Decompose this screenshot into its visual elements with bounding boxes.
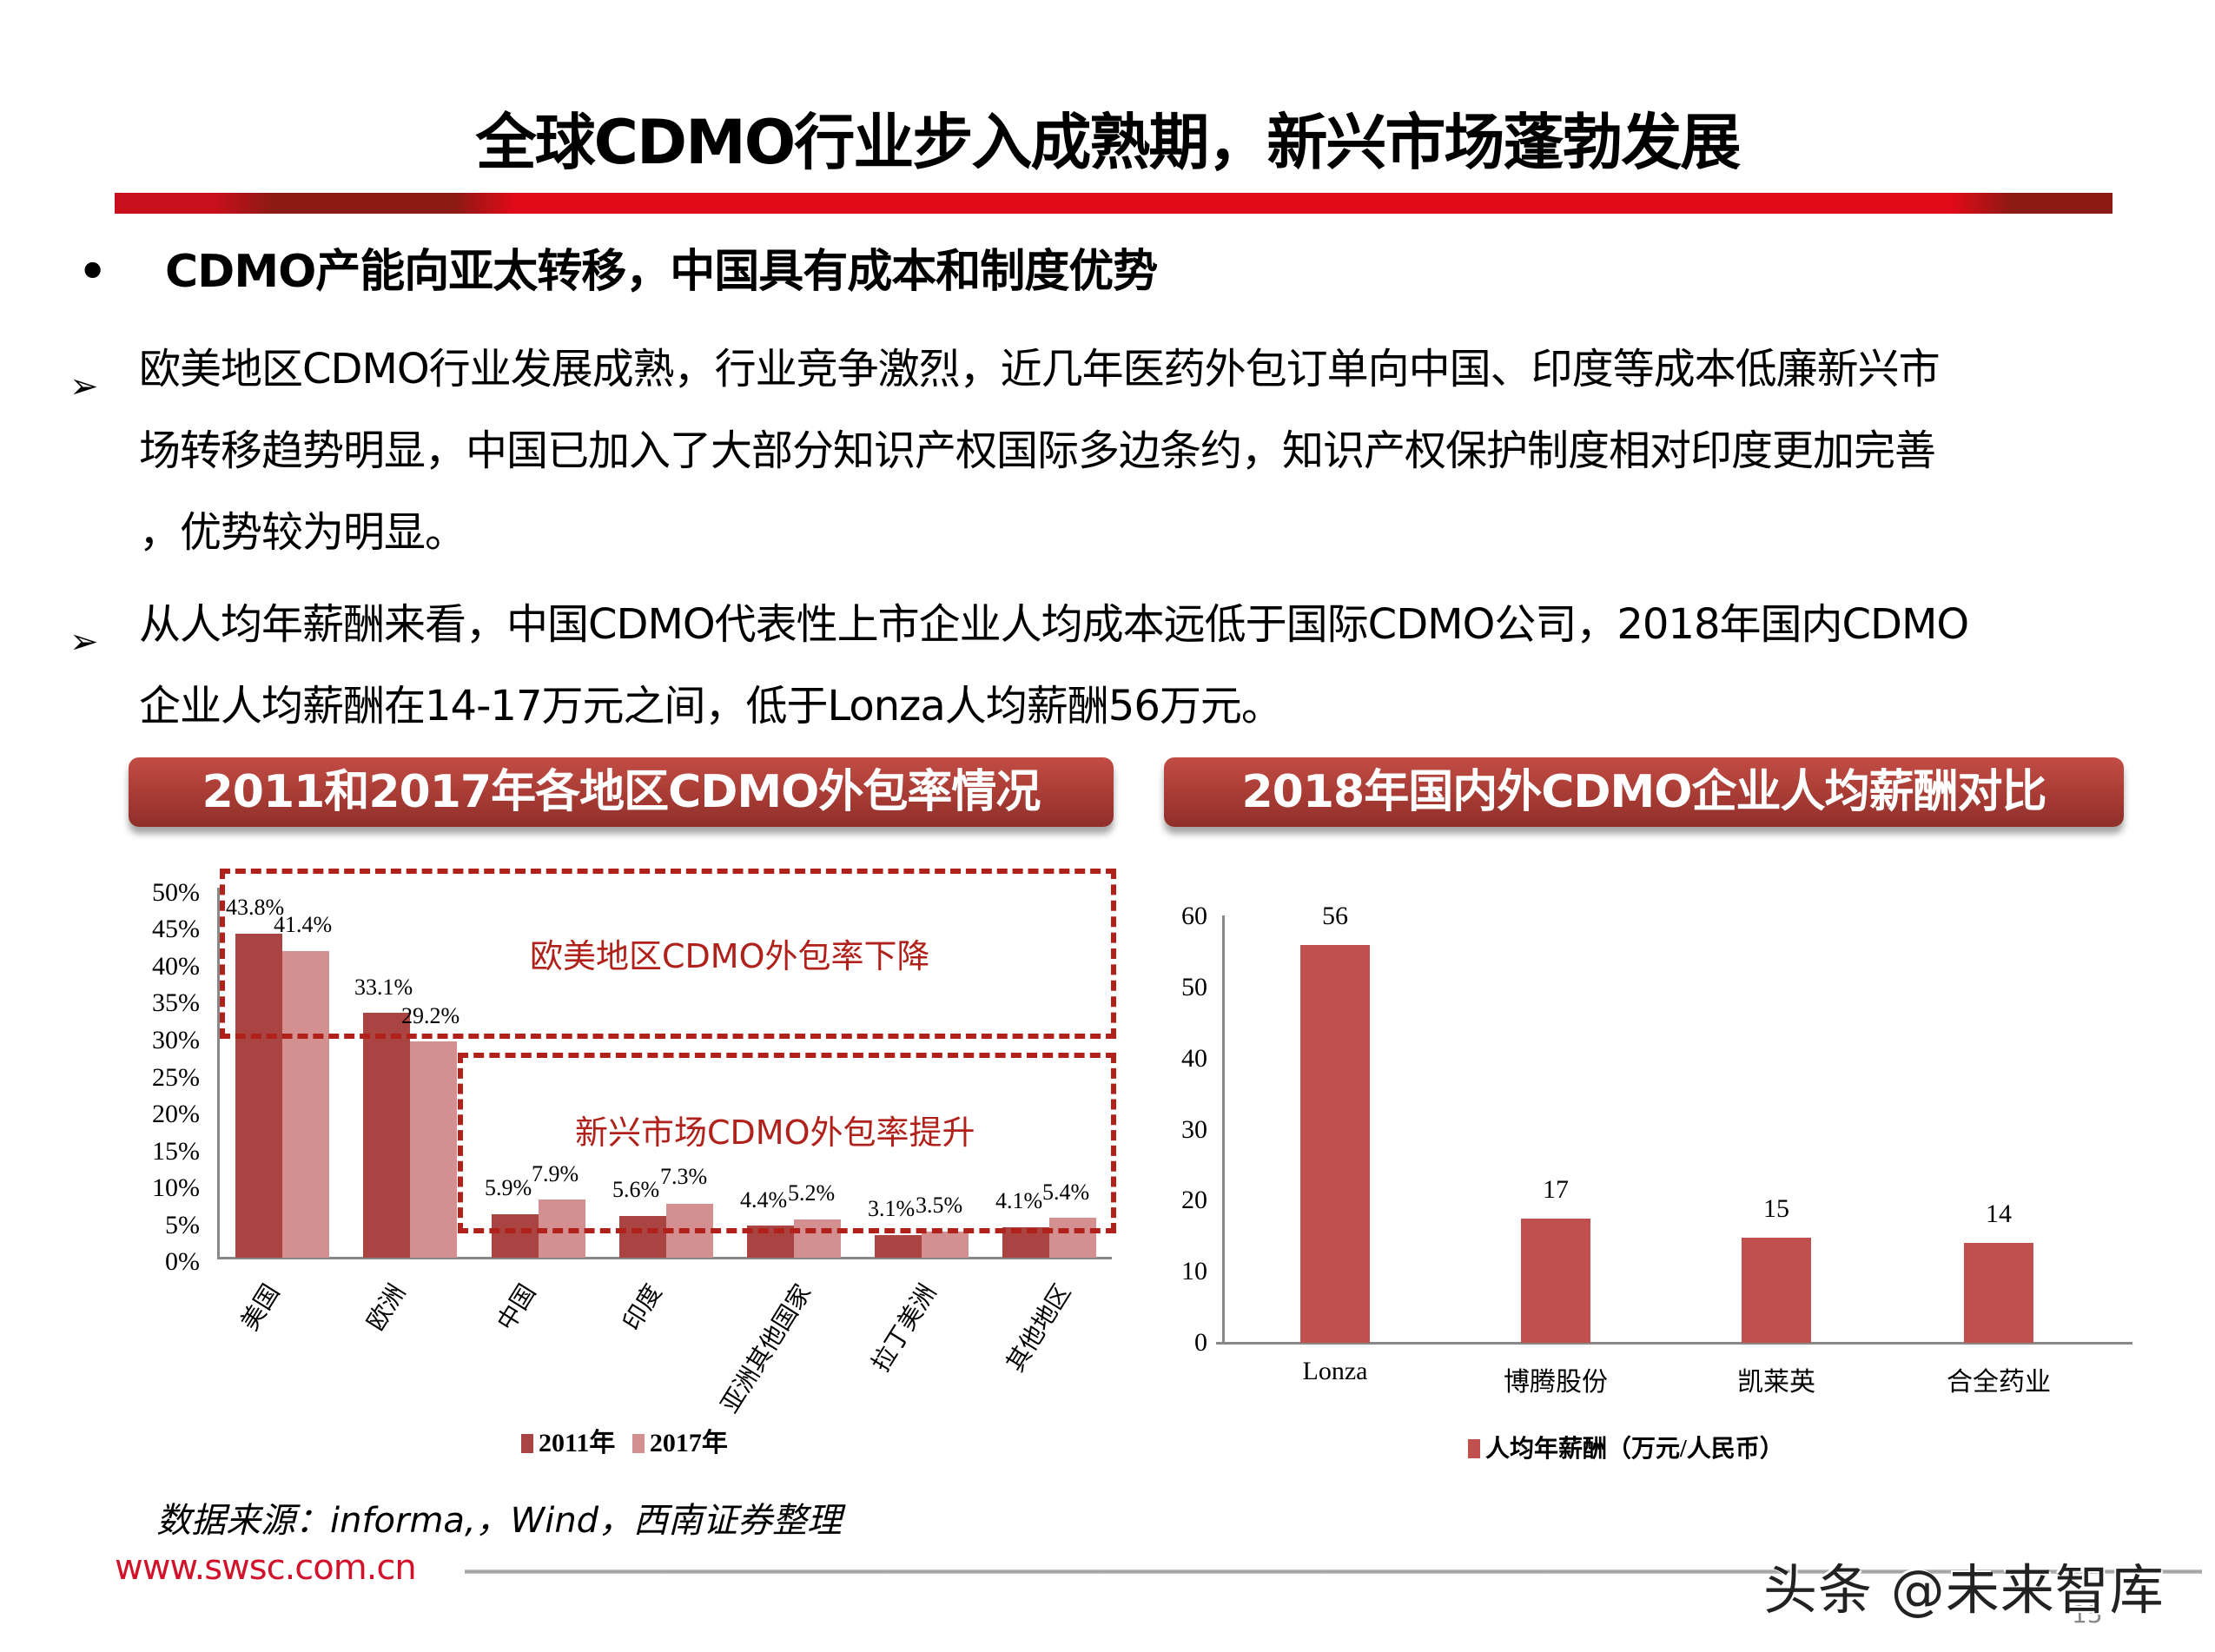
left-chart: 50% 45% 40% 35% 30% 25% 20% 15% 10% 5% 0…	[0, 0, 1129, 1477]
y-tick: 50	[1181, 973, 1207, 1001]
paragraph-line: ，优势较为明显。	[139, 508, 466, 557]
bar-2017-latin-america	[922, 1232, 969, 1258]
left-chart-legend: 2011年 2017年	[521, 1421, 728, 1459]
y-tick: 30	[1181, 1115, 1207, 1144]
left-chart-header: 2011和2017年各地区CDMO外包率情况	[129, 757, 1114, 827]
legend-swatch-salary	[1468, 1439, 1480, 1458]
bar-porton	[1521, 1219, 1590, 1343]
right-chart-legend: 人均年薪酬（万元/人民币）	[1468, 1430, 1784, 1464]
y-tick: 45%	[152, 915, 200, 943]
bar-lonza	[1300, 945, 1370, 1343]
y-tick: 35%	[152, 988, 200, 1017]
bar-2017-usa	[282, 951, 329, 1258]
data-source-note: 数据来源：informa,，Wind，西南证券整理	[156, 1501, 843, 1541]
paragraph-1: ➢ 欧美地区CDMO行业发展成熟，行业竞争激烈，近几年医药外包订单向中国、印度等…	[69, 328, 2137, 573]
y-tick: 15%	[152, 1137, 200, 1166]
website-link[interactable]: www.swsc.com.cn	[115, 1548, 417, 1588]
y-tick: 10	[1181, 1257, 1207, 1285]
bar-2011-europe	[363, 1013, 410, 1258]
x-label: 印度	[617, 1279, 668, 1336]
x-label: 博腾股份	[1504, 1367, 1608, 1398]
bar-wuxi-sta	[1964, 1243, 2033, 1343]
legend-item-2011: 2011年	[521, 1429, 615, 1457]
bar-2017-other-asia	[794, 1219, 841, 1258]
x-label: 凯莱英	[1737, 1367, 1815, 1398]
annotation-developed-decline: 欧美地区CDMO外包率下降	[530, 937, 930, 975]
data-label: 5.4%	[1042, 1180, 1090, 1205]
y-tick: 10%	[152, 1173, 200, 1202]
x-label: 其他地区	[1000, 1279, 1077, 1378]
bar-2017-europe	[410, 1041, 457, 1258]
data-label: 56	[1322, 902, 1348, 930]
x-label: 欧洲	[360, 1279, 412, 1336]
x-axis	[217, 1257, 1112, 1259]
bar-2011-latin-america	[875, 1235, 922, 1258]
bar-asymchem	[1742, 1238, 1811, 1343]
y-tick: 50%	[152, 878, 200, 907]
legend-swatch-2011	[521, 1434, 533, 1453]
y-tick: 5%	[165, 1211, 200, 1239]
watermark-text: 头条 @未来智库	[1763, 1558, 2165, 1622]
data-label: 33.1%	[354, 975, 413, 1000]
data-label: 15	[1763, 1194, 1789, 1223]
data-label: 43.8%	[226, 895, 285, 920]
bar-2011-usa	[235, 934, 282, 1258]
x-axis	[1216, 1342, 2132, 1345]
paragraph-line: 从人均年薪酬来看，中国CDMO代表性上市企业人均成本远低于国际CDMO公司，20…	[139, 600, 1969, 649]
x-label: 中国	[491, 1279, 542, 1336]
data-label: 4.4%	[740, 1187, 788, 1213]
data-label: 3.1%	[868, 1196, 916, 1221]
page-title: 全球CDMO行业步入成熟期，新兴市场蓬勃发展	[475, 107, 1742, 178]
paragraph-line: 企业人均薪酬在14-17万元之间，低于Lonza人均薪酬56万元。	[139, 682, 1283, 730]
data-label: 5.2%	[788, 1180, 836, 1206]
y-tick: 20	[1181, 1186, 1207, 1214]
x-label: Lonza	[1302, 1357, 1368, 1385]
annotation-box-emerging	[458, 1053, 1116, 1233]
y-tick: 40%	[152, 952, 200, 981]
legend-swatch-2017	[631, 1434, 645, 1453]
x-label: 合全药业	[1947, 1367, 2051, 1398]
y-tick: 0%	[165, 1247, 200, 1276]
y-tick: 30%	[152, 1026, 200, 1054]
footer-divider	[465, 1569, 2202, 1574]
paragraph-2: ➢ 从人均年薪酬来看，中国CDMO代表性上市企业人均成本远低于国际CDMO公司，…	[69, 584, 2137, 747]
x-label: 拉丁美洲	[865, 1279, 942, 1378]
paragraph-line: 场转移趋势明显，中国已加入了大部分知识产权国际多边条约，知识产权保护制度相对印度…	[139, 426, 1936, 475]
x-label: 亚洲其他国家	[715, 1279, 817, 1418]
data-label: 17	[1543, 1175, 1569, 1204]
data-label: 4.1%	[995, 1188, 1043, 1213]
data-label: 29.2%	[401, 1003, 460, 1028]
annotation-box-developed	[220, 869, 1116, 1039]
y-tick: 40	[1181, 1044, 1207, 1073]
y-tick: 0	[1194, 1328, 1207, 1357]
bullet-icon: •	[78, 246, 107, 298]
right-chart-header: 2018年国内外CDMO企业人均薪酬对比	[1164, 757, 2124, 827]
title-divider-bar	[115, 193, 2113, 214]
section-subheading: • CDMO产能向亚太转移，中国具有成本和制度优势	[78, 235, 1158, 300]
data-label: 5.9%	[485, 1175, 532, 1200]
data-label: 7.3%	[660, 1164, 708, 1189]
bar-2017-other-regions	[1049, 1218, 1096, 1258]
page-number: 15	[2072, 1600, 2103, 1629]
y-axis	[217, 888, 220, 1259]
y-tick: 20%	[152, 1100, 200, 1128]
legend-item-2017: 2017年	[631, 1429, 728, 1457]
y-tick: 60	[1181, 902, 1207, 930]
arrow-bullet-icon: ➢	[69, 367, 99, 406]
arrow-bullet-icon: ➢	[69, 622, 99, 662]
x-label: 美国	[235, 1279, 286, 1336]
bar-2011-china	[492, 1214, 539, 1258]
annotation-emerging-rise: 新兴市场CDMO外包率提升	[575, 1113, 975, 1152]
data-label: 14	[1986, 1199, 2012, 1228]
bar-2011-india	[619, 1216, 666, 1258]
data-label: 41.4%	[274, 912, 333, 937]
data-label: 5.6%	[612, 1177, 660, 1202]
subheading-text: CDMO产能向亚太转移，中国具有成本和制度优势	[165, 246, 1158, 298]
y-axis	[1222, 915, 1225, 1345]
y-tick: 25%	[152, 1063, 200, 1092]
paragraph-line: 欧美地区CDMO行业发展成熟，行业竞争激烈，近几年医药外包订单向中国、印度等成本…	[139, 345, 1941, 393]
data-label: 3.5%	[916, 1193, 963, 1218]
data-label: 7.9%	[532, 1161, 579, 1186]
